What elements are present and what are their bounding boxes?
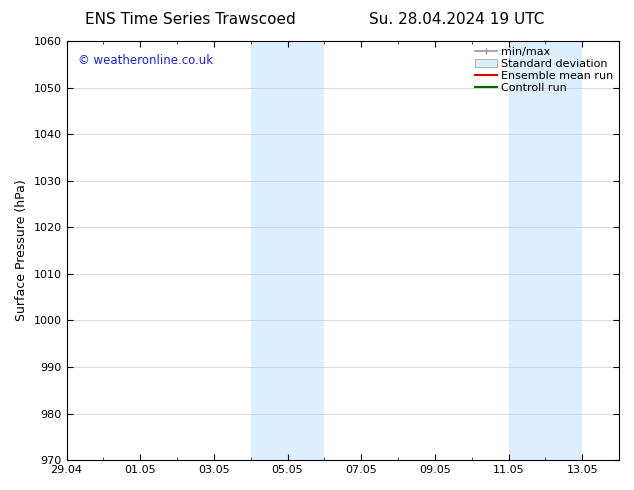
Y-axis label: Surface Pressure (hPa): Surface Pressure (hPa)	[15, 180, 28, 321]
Bar	[508, 41, 582, 460]
Legend: min/max, Standard deviation, Ensemble mean run, Controll run: min/max, Standard deviation, Ensemble me…	[472, 45, 616, 96]
Text: ENS Time Series Trawscoed: ENS Time Series Trawscoed	[85, 12, 295, 27]
Bar	[250, 41, 325, 460]
Text: Su. 28.04.2024 19 UTC: Su. 28.04.2024 19 UTC	[369, 12, 544, 27]
Text: © weatheronline.co.uk: © weatheronline.co.uk	[77, 53, 213, 67]
